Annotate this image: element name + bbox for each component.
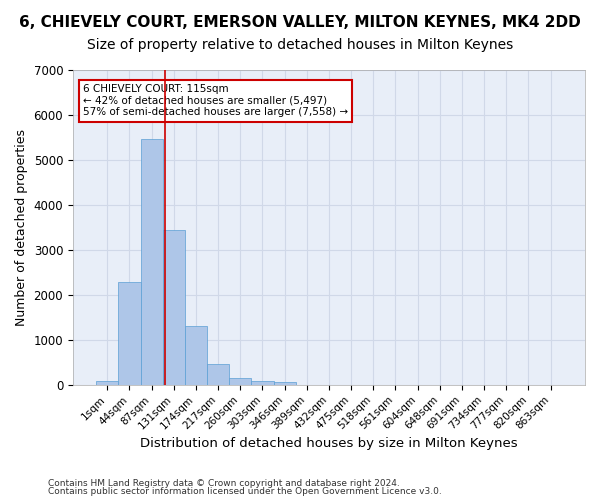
Bar (274, 382, 296, 385)
Bar (96, 382, 118, 385)
Text: Contains public sector information licensed under the Open Government Licence v3: Contains public sector information licen… (48, 487, 442, 496)
Bar (163, 230, 185, 385)
Text: Contains HM Land Registry data © Crown copyright and database right 2024.: Contains HM Land Registry data © Crown c… (48, 478, 400, 488)
X-axis label: Distribution of detached houses by size in Milton Keynes: Distribution of detached houses by size … (140, 437, 518, 450)
Text: 6 CHIEVELY COURT: 115sqm
← 42% of detached houses are smaller (5,497)
57% of sem: 6 CHIEVELY COURT: 115sqm ← 42% of detach… (83, 84, 348, 117)
Y-axis label: Number of detached properties: Number of detached properties (15, 129, 28, 326)
Bar (185, 326, 207, 385)
Text: Size of property relative to detached houses in Milton Keynes: Size of property relative to detached ho… (87, 38, 513, 52)
Bar (207, 364, 229, 385)
Bar (229, 378, 251, 385)
Bar (140, 139, 163, 385)
Bar (118, 282, 140, 385)
Text: 6, CHIEVELY COURT, EMERSON VALLEY, MILTON KEYNES, MK4 2DD: 6, CHIEVELY COURT, EMERSON VALLEY, MILTO… (19, 15, 581, 30)
Bar (251, 381, 274, 385)
